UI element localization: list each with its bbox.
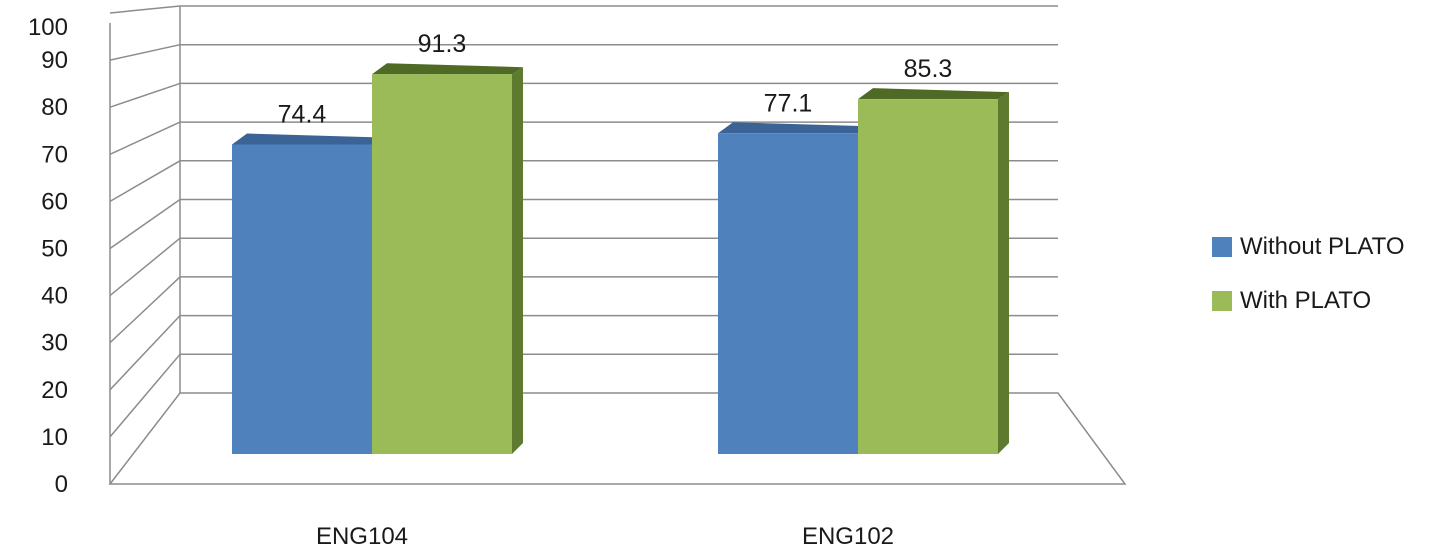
legend-item-without-plato: Without PLATO [1212, 232, 1405, 262]
y-tick-label: 40 [41, 283, 68, 310]
y-tick-label: 20 [41, 377, 68, 404]
bar-top [858, 88, 1009, 100]
bar-eng102-without-plato [718, 133, 858, 454]
y-tick-label: 0 [55, 471, 68, 498]
bar-top [232, 133, 383, 145]
bar-eng104-without-plato [232, 144, 372, 454]
data-label: 91.3 [418, 30, 467, 58]
legend-label: With PLATO [1240, 287, 1372, 314]
legend-item-with-plato: With PLATO [1212, 286, 1405, 316]
y-tick-label: 50 [41, 236, 68, 263]
legend-label: Without PLATO [1240, 233, 1405, 260]
side-gridline [109, 5, 181, 14]
x-axis-categories: ENG104 ENG102 [316, 523, 894, 550]
legend-swatch [1212, 291, 1232, 311]
y-tick-label: 10 [41, 424, 68, 451]
side-gridline [109, 353, 181, 438]
side-gridline [109, 43, 181, 61]
bar-top [718, 122, 869, 134]
y-tick-label: 90 [41, 47, 68, 74]
side-gridline [109, 198, 181, 250]
x-category-label: ENG102 [802, 523, 894, 550]
side-gridline [109, 315, 181, 391]
bar-eng102-with-plato [858, 99, 998, 454]
side-gridline [109, 160, 181, 203]
y-axis-ticks: 0 10 20 30 40 50 60 70 80 90 100 [28, 14, 68, 498]
legend-swatch [1212, 237, 1232, 257]
y-tick-label: 80 [41, 94, 68, 121]
bar-side [512, 67, 523, 454]
data-label: 85.3 [904, 55, 953, 83]
y-tick-label: 100 [28, 14, 68, 41]
bar-top [372, 63, 523, 75]
side-gridline [109, 237, 181, 297]
legend: Without PLATO With PLATO [1212, 232, 1405, 340]
side-gridline [109, 121, 181, 155]
bar-side [998, 92, 1009, 454]
x-category-label: ENG104 [316, 523, 408, 550]
bar-eng104-with-plato [372, 74, 512, 454]
side-gridline [109, 276, 181, 344]
data-labels: 74.4 91.3 77.1 85.3 [278, 30, 953, 128]
data-label: 74.4 [278, 100, 327, 128]
chart-floor [108, 392, 1127, 485]
data-label: 77.1 [764, 89, 813, 117]
y-tick-label: 70 [41, 141, 68, 168]
bars-group [232, 63, 1009, 454]
side-gridline [109, 82, 181, 108]
y-tick-label: 60 [41, 188, 68, 215]
y-tick-label: 30 [41, 330, 68, 357]
